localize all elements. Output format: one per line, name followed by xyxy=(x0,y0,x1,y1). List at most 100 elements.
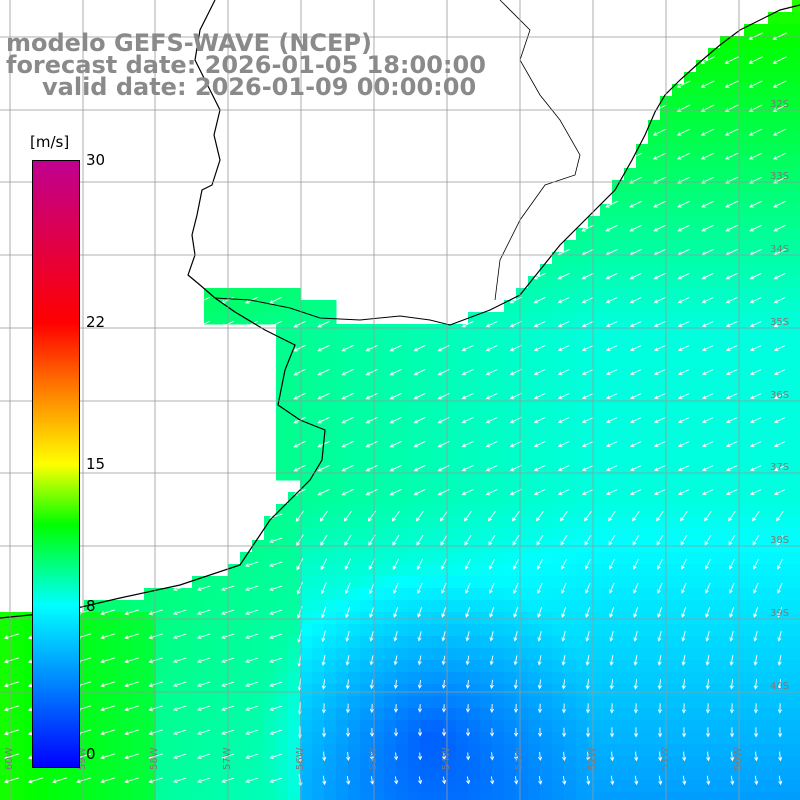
wind-arrow xyxy=(441,704,446,713)
wind-arrow xyxy=(512,558,519,570)
wind-cell xyxy=(792,12,800,25)
wind-cell xyxy=(444,684,457,697)
wind-arrow xyxy=(753,606,759,618)
wind-arrow xyxy=(296,534,304,547)
wind-cell xyxy=(720,144,733,157)
wind-cell xyxy=(396,684,409,697)
wind-cell xyxy=(480,552,493,565)
wind-cell xyxy=(684,384,697,397)
wind-cell xyxy=(408,708,421,721)
wind-cell xyxy=(252,744,265,757)
wind-arrow xyxy=(605,417,618,424)
wind-arrow xyxy=(653,321,666,328)
wind-cell xyxy=(300,396,313,409)
wind-cell xyxy=(708,204,721,217)
wind-cell xyxy=(324,504,337,517)
wind-cell xyxy=(276,528,289,541)
wind-cell xyxy=(792,324,800,337)
wind-cell xyxy=(684,456,697,469)
wind-cell xyxy=(528,456,541,469)
wind-cell xyxy=(588,708,601,721)
wind-cell xyxy=(288,756,301,769)
wind-cell xyxy=(708,696,721,709)
wind-cell xyxy=(696,192,709,205)
wind-cell xyxy=(240,720,253,733)
wind-cell xyxy=(720,552,733,565)
wind-cell xyxy=(168,756,181,769)
wind-cell xyxy=(0,648,13,661)
wind-arrow xyxy=(346,751,351,762)
wind-cell xyxy=(612,288,625,301)
wind-cell xyxy=(564,288,577,301)
wind-cell xyxy=(528,576,541,589)
wind-cell xyxy=(552,276,565,289)
wind-cell xyxy=(744,360,757,373)
wind-cell xyxy=(612,588,625,601)
wind-arrow xyxy=(677,345,690,352)
wind-cell xyxy=(408,624,421,637)
wind-cell xyxy=(708,216,721,229)
wind-cell xyxy=(588,240,601,253)
wind-cell xyxy=(576,348,589,361)
wind-cell xyxy=(792,276,800,289)
wind-arrow xyxy=(320,582,327,595)
wind-arrow xyxy=(773,441,786,448)
wind-cell xyxy=(540,516,553,529)
wind-cell xyxy=(672,336,685,349)
wind-cell xyxy=(768,444,781,457)
wind-cell xyxy=(516,456,529,469)
wind-cell xyxy=(720,648,733,661)
border-line xyxy=(494,0,581,301)
wind-cell xyxy=(456,552,469,565)
wind-cell xyxy=(780,180,793,193)
wind-cell xyxy=(492,444,505,457)
wind-cell xyxy=(180,612,193,625)
wind-cell xyxy=(444,720,457,733)
wind-cell xyxy=(636,252,649,265)
wind-cell xyxy=(120,672,133,685)
wind-cell xyxy=(264,612,277,625)
wind-arrow xyxy=(537,679,542,690)
wind-arrow xyxy=(581,441,594,448)
wind-cell xyxy=(768,228,781,241)
wind-arrow xyxy=(605,224,618,232)
wind-cell xyxy=(360,768,373,781)
wind-cell xyxy=(516,732,529,745)
wind-cell xyxy=(108,600,121,613)
wind-arrow xyxy=(681,582,687,594)
wind-cell xyxy=(48,780,61,793)
wind-cell xyxy=(780,696,793,709)
wind-cell xyxy=(324,624,337,637)
wind-cell xyxy=(348,624,361,637)
wind-cell xyxy=(108,660,121,673)
wind-cell xyxy=(504,396,517,409)
wind-cell xyxy=(204,720,217,733)
wind-cell xyxy=(732,756,745,769)
wind-cell xyxy=(636,348,649,361)
wind-cell xyxy=(468,552,481,565)
wind-cell xyxy=(444,708,457,721)
wind-arrow xyxy=(389,464,402,472)
wind-cell xyxy=(492,504,505,517)
wind-cell xyxy=(504,600,517,613)
wind-cell xyxy=(696,528,709,541)
wind-cell xyxy=(444,732,457,745)
wind-cell xyxy=(696,108,709,121)
wind-arrow xyxy=(653,465,666,472)
wind-cell xyxy=(588,324,601,337)
wind-cell xyxy=(756,756,769,769)
wind-cell xyxy=(288,312,301,325)
wind-arrow xyxy=(701,200,715,208)
wind-arrow xyxy=(244,585,259,592)
wind-cell xyxy=(612,252,625,265)
wind-arrow xyxy=(561,679,566,690)
wind-cell xyxy=(768,168,781,181)
wind-cell xyxy=(732,468,745,481)
longitude-labels: 60W 59W 58W 57W 56W 55W 54W 53W 52W 51W 50W xyxy=(4,747,744,770)
wind-arrow xyxy=(772,80,787,88)
wind-cell xyxy=(468,792,481,800)
wind-cell xyxy=(552,444,565,457)
wind-cell xyxy=(216,588,229,601)
wind-arrow xyxy=(701,224,714,232)
wind-cell xyxy=(528,720,541,733)
